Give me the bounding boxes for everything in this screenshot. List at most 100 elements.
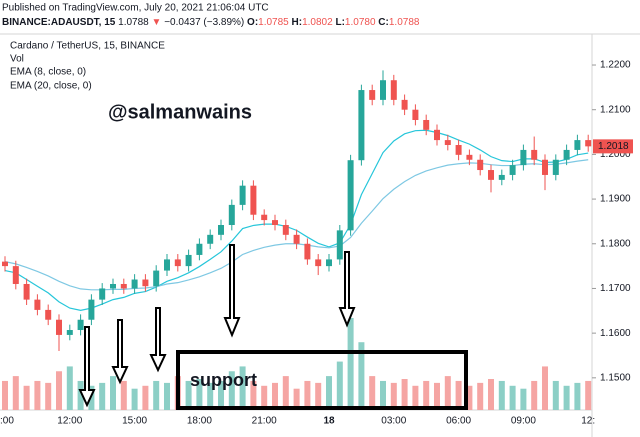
volume-bar <box>293 388 300 410</box>
volume-bar <box>574 382 581 410</box>
ema-line <box>4 129 589 311</box>
candle-body <box>272 220 278 225</box>
candle-body <box>444 140 451 146</box>
high-label: H: <box>292 17 303 28</box>
volume-bar <box>34 380 41 410</box>
published-note: Published on TradingView.com, July 20, 2… <box>2 3 269 14</box>
candle-body <box>282 225 289 235</box>
candle-body <box>142 279 149 287</box>
candle-body <box>542 159 548 175</box>
candle-body <box>423 119 430 130</box>
volume-bar <box>261 385 268 410</box>
x-tick-label: :00 <box>0 416 14 427</box>
candle-body <box>56 319 62 335</box>
volume-bar <box>66 366 73 410</box>
volume-bar <box>185 380 192 410</box>
arrows <box>78 244 356 408</box>
open-value: 1.0785 <box>258 17 289 28</box>
last-price-tag <box>593 139 633 154</box>
volume-bar <box>164 382 170 410</box>
candle-body <box>585 140 592 147</box>
legend-entry: EMA (20, close, 0) <box>10 81 92 92</box>
volume-bar <box>498 380 505 410</box>
volume-bar <box>520 388 527 410</box>
low-value: 1.0780 <box>345 17 376 28</box>
volume-bar <box>120 380 127 410</box>
y-tick-label: 1.2200 <box>600 60 631 71</box>
volume-bar <box>401 379 408 410</box>
candle-body <box>390 80 397 100</box>
volume-bar <box>423 380 430 410</box>
candle-body <box>326 259 332 267</box>
x-tick-label: 12:00 <box>57 416 82 427</box>
legend-entry: EMA (8, close, 0) <box>10 67 86 78</box>
volume-bar <box>542 366 548 410</box>
volume-bar <box>488 379 494 410</box>
support-box <box>176 350 468 410</box>
volume-bar <box>272 382 278 410</box>
candle-body <box>99 288 106 300</box>
volume-bar <box>455 380 462 410</box>
volume-bar <box>110 376 116 410</box>
candle-body <box>509 165 516 175</box>
candle-body <box>228 204 235 225</box>
volume-bar <box>336 361 343 410</box>
volume-bar <box>99 382 106 410</box>
candle-body <box>153 270 160 287</box>
last-price: 1.0788 <box>118 17 149 28</box>
candle-body <box>498 174 505 180</box>
candle-body <box>434 129 440 141</box>
candle-body <box>250 185 257 215</box>
candle-body <box>477 159 484 171</box>
candle-body <box>120 283 127 289</box>
candle-body <box>531 149 538 160</box>
x-tick-label: 15:00 <box>122 416 147 427</box>
y-tick-label: 1.1600 <box>600 328 631 339</box>
overlay: Cardano / TetherUS, 15, BINANCE Vol EMA … <box>10 41 468 410</box>
last-price-label: 1.2018 <box>598 141 629 152</box>
volume-bar <box>412 385 419 410</box>
arrow <box>223 244 241 338</box>
x-tick-label: 18:00 <box>187 416 212 427</box>
volume-bar <box>347 318 354 410</box>
candle-body <box>358 90 365 161</box>
candle-body <box>196 243 203 255</box>
chart-title: Cardano / TetherUS, 15, BINANCE <box>10 41 165 52</box>
volume-bar <box>304 380 311 410</box>
candle-body <box>261 214 268 221</box>
candle-body <box>185 254 192 267</box>
volume-bar <box>12 376 19 410</box>
x-tick-label: 03:00 <box>381 416 406 427</box>
quote-line: BINANCE:ADAUSDT, 15 1.0788 ▼ −0.0437 (−3… <box>2 17 420 28</box>
candle-body <box>45 309 52 320</box>
open-label: O: <box>247 17 258 28</box>
volume-bar <box>196 379 203 410</box>
candle-body <box>336 230 343 260</box>
candle-body <box>77 319 84 331</box>
candle-body <box>380 80 386 100</box>
candle-body <box>66 330 73 335</box>
candle-body <box>552 159 559 175</box>
candle-body <box>412 109 419 120</box>
watermark: @salmanwains <box>108 101 252 123</box>
volume-bar <box>380 380 386 410</box>
change-arrow: ▼ <box>152 17 162 28</box>
volume-bar <box>153 380 160 410</box>
candle-body <box>88 299 95 320</box>
volume-bar <box>142 385 149 410</box>
x-tick-label: 06:00 <box>446 416 471 427</box>
arrow <box>78 326 96 408</box>
volume-bar <box>434 382 440 410</box>
candle-body <box>315 259 322 267</box>
volume-bar <box>77 380 84 410</box>
volume-bar <box>552 380 559 410</box>
volume-bar <box>131 388 138 410</box>
y-tick-label: 1.2000 <box>600 149 631 160</box>
candle-body <box>563 149 570 160</box>
y-tick-label: 1.1800 <box>600 238 631 249</box>
candle-body <box>207 234 214 244</box>
volume-bar <box>390 382 397 410</box>
volume-bar <box>369 376 376 410</box>
x-tick-label: 21:00 <box>252 416 277 427</box>
